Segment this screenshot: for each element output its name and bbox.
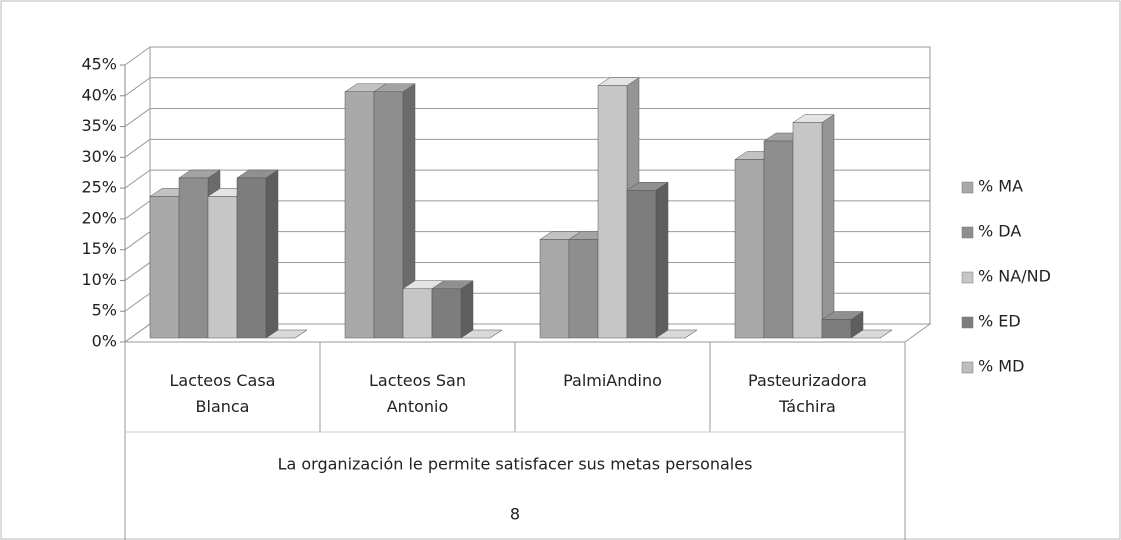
- bar-front: [792, 122, 823, 339]
- bar-side: [821, 114, 835, 339]
- y-tick-label: 0%: [92, 332, 117, 351]
- y-tick-label: 10%: [81, 270, 117, 289]
- bar-front: [178, 177, 209, 339]
- bar-side: [265, 169, 279, 339]
- y-tick-label: 45%: [81, 55, 117, 74]
- group-label: La organización le permite satisfacer su…: [278, 455, 753, 474]
- bar-front: [763, 140, 794, 339]
- x-tick-label: Lacteos Casa Blanca: [169, 371, 276, 416]
- bar: [373, 83, 416, 339]
- legend-label: % DA: [978, 222, 1021, 241]
- grid-line-side: [124, 200, 151, 220]
- x-tick-label: Pasteurizadora Táchira: [748, 371, 867, 416]
- bar: [431, 280, 474, 339]
- bar: [460, 329, 503, 339]
- grid-line-side: [124, 77, 151, 97]
- legend-label: % MA: [978, 177, 1023, 196]
- legend-label: % MD: [978, 357, 1024, 376]
- bar-front: [402, 288, 433, 339]
- legend-label: % ED: [978, 312, 1021, 331]
- x-tick-label: Lacteos San Antonio: [369, 371, 466, 416]
- bar: [821, 311, 864, 339]
- y-tick-label: 35%: [81, 116, 117, 135]
- y-tick-label: 25%: [81, 178, 117, 197]
- legend-swatch: [961, 181, 974, 194]
- bar-front: [431, 288, 462, 339]
- bar-front: [568, 239, 599, 339]
- bar-front: [597, 85, 628, 339]
- x-tick-label: PalmiAndino: [563, 371, 662, 390]
- bar-front: [539, 239, 570, 339]
- y-tick-label: 20%: [81, 208, 117, 227]
- bar-front: [734, 159, 765, 339]
- bar-front: [373, 91, 404, 339]
- legend-label: % NA/ND: [978, 267, 1051, 286]
- bar-top: [850, 329, 893, 339]
- legend-swatch: [961, 361, 974, 374]
- bar-top: [655, 329, 698, 339]
- y-tick-label: 30%: [81, 147, 117, 166]
- bar-front: [207, 196, 238, 339]
- bar-front: [149, 196, 180, 339]
- bar-front: [344, 91, 375, 339]
- grid-line-side: [124, 169, 151, 189]
- legend-swatch: [961, 316, 974, 329]
- grid-line-side: [124, 46, 151, 66]
- grid-line-side: [124, 108, 151, 127]
- y-tick-label: 15%: [81, 239, 117, 258]
- grid-line-side: [124, 262, 151, 281]
- y-tick-label: 40%: [81, 85, 117, 104]
- bar: [655, 329, 698, 339]
- bar: [626, 181, 669, 339]
- bar: [850, 329, 893, 339]
- bar: [236, 169, 279, 339]
- y-tick-label: 5%: [92, 301, 117, 320]
- legend-swatch: [961, 271, 974, 284]
- grid-line-side: [124, 138, 151, 158]
- bar: [265, 329, 308, 339]
- grid-line-side: [124, 323, 151, 343]
- bar-front: [626, 190, 657, 339]
- grid-line-side: [124, 231, 151, 251]
- bar-front: [821, 319, 852, 339]
- group-number: 8: [510, 505, 520, 524]
- bar: [792, 114, 835, 339]
- legend-swatch: [961, 226, 974, 239]
- bar-side: [655, 181, 669, 339]
- bar-side: [460, 280, 474, 339]
- grid-line-side: [124, 292, 151, 312]
- bar-top: [265, 329, 308, 339]
- bar-top: [460, 329, 503, 339]
- bar-front: [236, 177, 267, 339]
